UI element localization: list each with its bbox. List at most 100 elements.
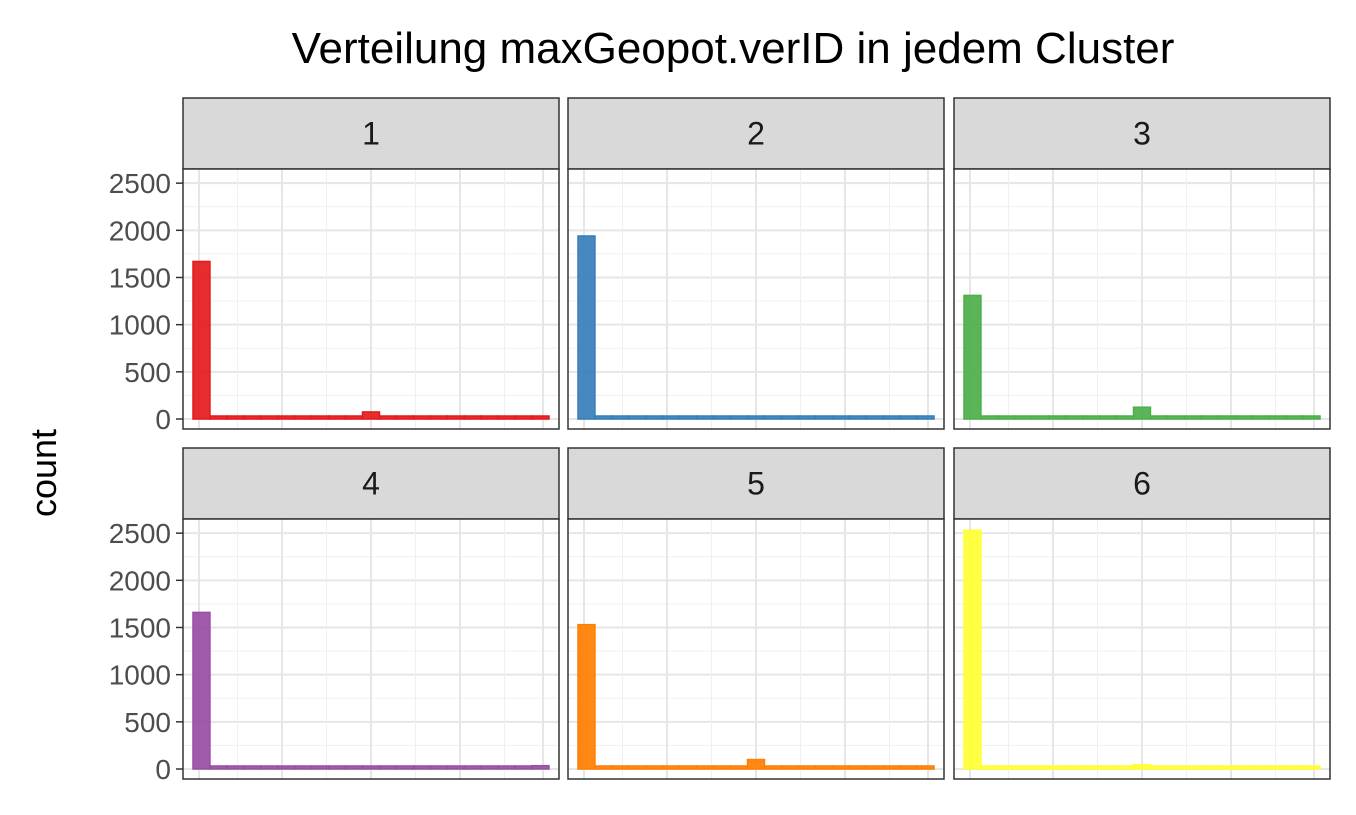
histogram-bar: [1149, 415, 1169, 420]
histogram-bar: [1166, 415, 1186, 420]
facet-panel-1: 1 0 500 1000 1500 2000 2500: [109, 97, 560, 435]
strip-background: [953, 97, 1331, 170]
histogram-bar: [1031, 415, 1050, 420]
histogram-bar: [226, 765, 245, 770]
histogram-bar: [763, 415, 783, 420]
histogram-bar: [1081, 765, 1101, 770]
histogram-bar: [1183, 765, 1203, 770]
histogram-bar: [577, 623, 596, 770]
histogram-bar: [293, 415, 313, 420]
histogram-bar: [831, 415, 850, 420]
histogram-bar: [763, 765, 783, 770]
gridlines: [568, 169, 944, 429]
histogram-bar: [712, 415, 732, 420]
histogram-bar: [611, 765, 630, 770]
gridlines: [183, 169, 559, 429]
histogram-bar: [1115, 415, 1135, 420]
histogram-bar: [899, 765, 918, 770]
histogram-bar: [497, 415, 516, 420]
bars: [577, 235, 935, 420]
histogram-bar: [361, 411, 381, 420]
panel-border: [567, 518, 945, 780]
histogram-bar: [277, 765, 296, 770]
panel-border: [182, 518, 560, 780]
histogram-bar: [209, 415, 228, 420]
facet-panel-4: 4 0 500 1000 1500 2000 2500: [109, 447, 560, 785]
strip-label: 2: [747, 116, 765, 152]
histogram-bar: [882, 765, 901, 770]
histogram-bar: [192, 260, 211, 420]
histogram-bar: [1268, 415, 1287, 420]
gridlines: [954, 169, 1330, 429]
y-tick-label: 1500: [109, 612, 171, 643]
histogram-bar: [1048, 765, 1067, 770]
histogram-bar: [980, 765, 999, 770]
facet-panel-2: 2: [567, 97, 945, 430]
y-tick-label: 0: [155, 754, 171, 785]
histogram-bar: [848, 415, 867, 420]
chart-title: Verteilung maxGeopot.verID in jedem Clus…: [292, 24, 1175, 73]
y-tick-label: 2000: [109, 215, 171, 246]
histogram-bar: [594, 765, 613, 770]
histogram-bar: [712, 765, 732, 770]
histogram-bar: [395, 765, 415, 770]
histogram-bar: [310, 765, 330, 770]
histogram-bar: [277, 415, 296, 420]
histogram-bar: [1048, 415, 1067, 420]
histogram-bar: [628, 415, 647, 420]
histogram-bar: [882, 415, 901, 420]
facet-panel-3: 3: [953, 97, 1331, 430]
gridlines: [183, 519, 559, 779]
panel-border: [182, 168, 560, 430]
panel-border: [953, 518, 1331, 780]
histogram-bar: [1132, 764, 1152, 770]
histogram-bar: [378, 765, 398, 770]
histogram-bar: [361, 765, 381, 770]
histogram-bar: [1149, 765, 1169, 770]
bars: [963, 529, 1321, 770]
histogram-bar: [327, 765, 347, 770]
panel-border: [953, 168, 1331, 430]
strip-label: 1: [362, 116, 380, 152]
histogram-bar: [412, 765, 432, 770]
histogram-bar: [429, 415, 449, 420]
histogram-bar: [577, 235, 596, 420]
y-tick-label: 1000: [109, 310, 171, 341]
histogram-bar: [446, 415, 465, 420]
histogram-bar: [916, 415, 935, 420]
facet-panel-6: 6: [953, 447, 1331, 780]
y-axis-label: count: [23, 429, 64, 517]
histogram-bar: [1217, 415, 1236, 420]
strip-label: 4: [362, 466, 380, 502]
histogram-bar: [746, 758, 766, 770]
panel-border: [567, 168, 945, 430]
bars: [192, 260, 550, 420]
histogram-bar: [327, 415, 347, 420]
bars: [577, 623, 935, 770]
histogram-bar: [797, 765, 817, 770]
histogram-bar: [729, 415, 749, 420]
y-tick-label: 2500: [109, 518, 171, 549]
histogram-bar: [797, 415, 817, 420]
histogram-bar: [1251, 415, 1270, 420]
strip-background: [567, 447, 945, 520]
histogram-bar: [1302, 415, 1321, 420]
histogram-bar: [514, 415, 533, 420]
histogram-bar: [1183, 415, 1203, 420]
histogram-bar: [780, 415, 800, 420]
strip-label: 3: [1133, 116, 1151, 152]
histogram-bar: [865, 415, 884, 420]
histogram-bar: [1031, 765, 1050, 770]
facet-panel-5: 5: [567, 447, 945, 780]
histogram-bar: [1081, 415, 1101, 420]
histogram-bar: [997, 415, 1016, 420]
histogram-bar: [662, 765, 681, 770]
histogram-bar: [209, 765, 228, 770]
histogram-bar: [899, 415, 918, 420]
histogram-bar: [395, 415, 415, 420]
histogram-bar: [611, 415, 630, 420]
histogram-bar: [226, 415, 245, 420]
histogram-bar: [831, 765, 850, 770]
histogram-bar: [514, 765, 533, 770]
